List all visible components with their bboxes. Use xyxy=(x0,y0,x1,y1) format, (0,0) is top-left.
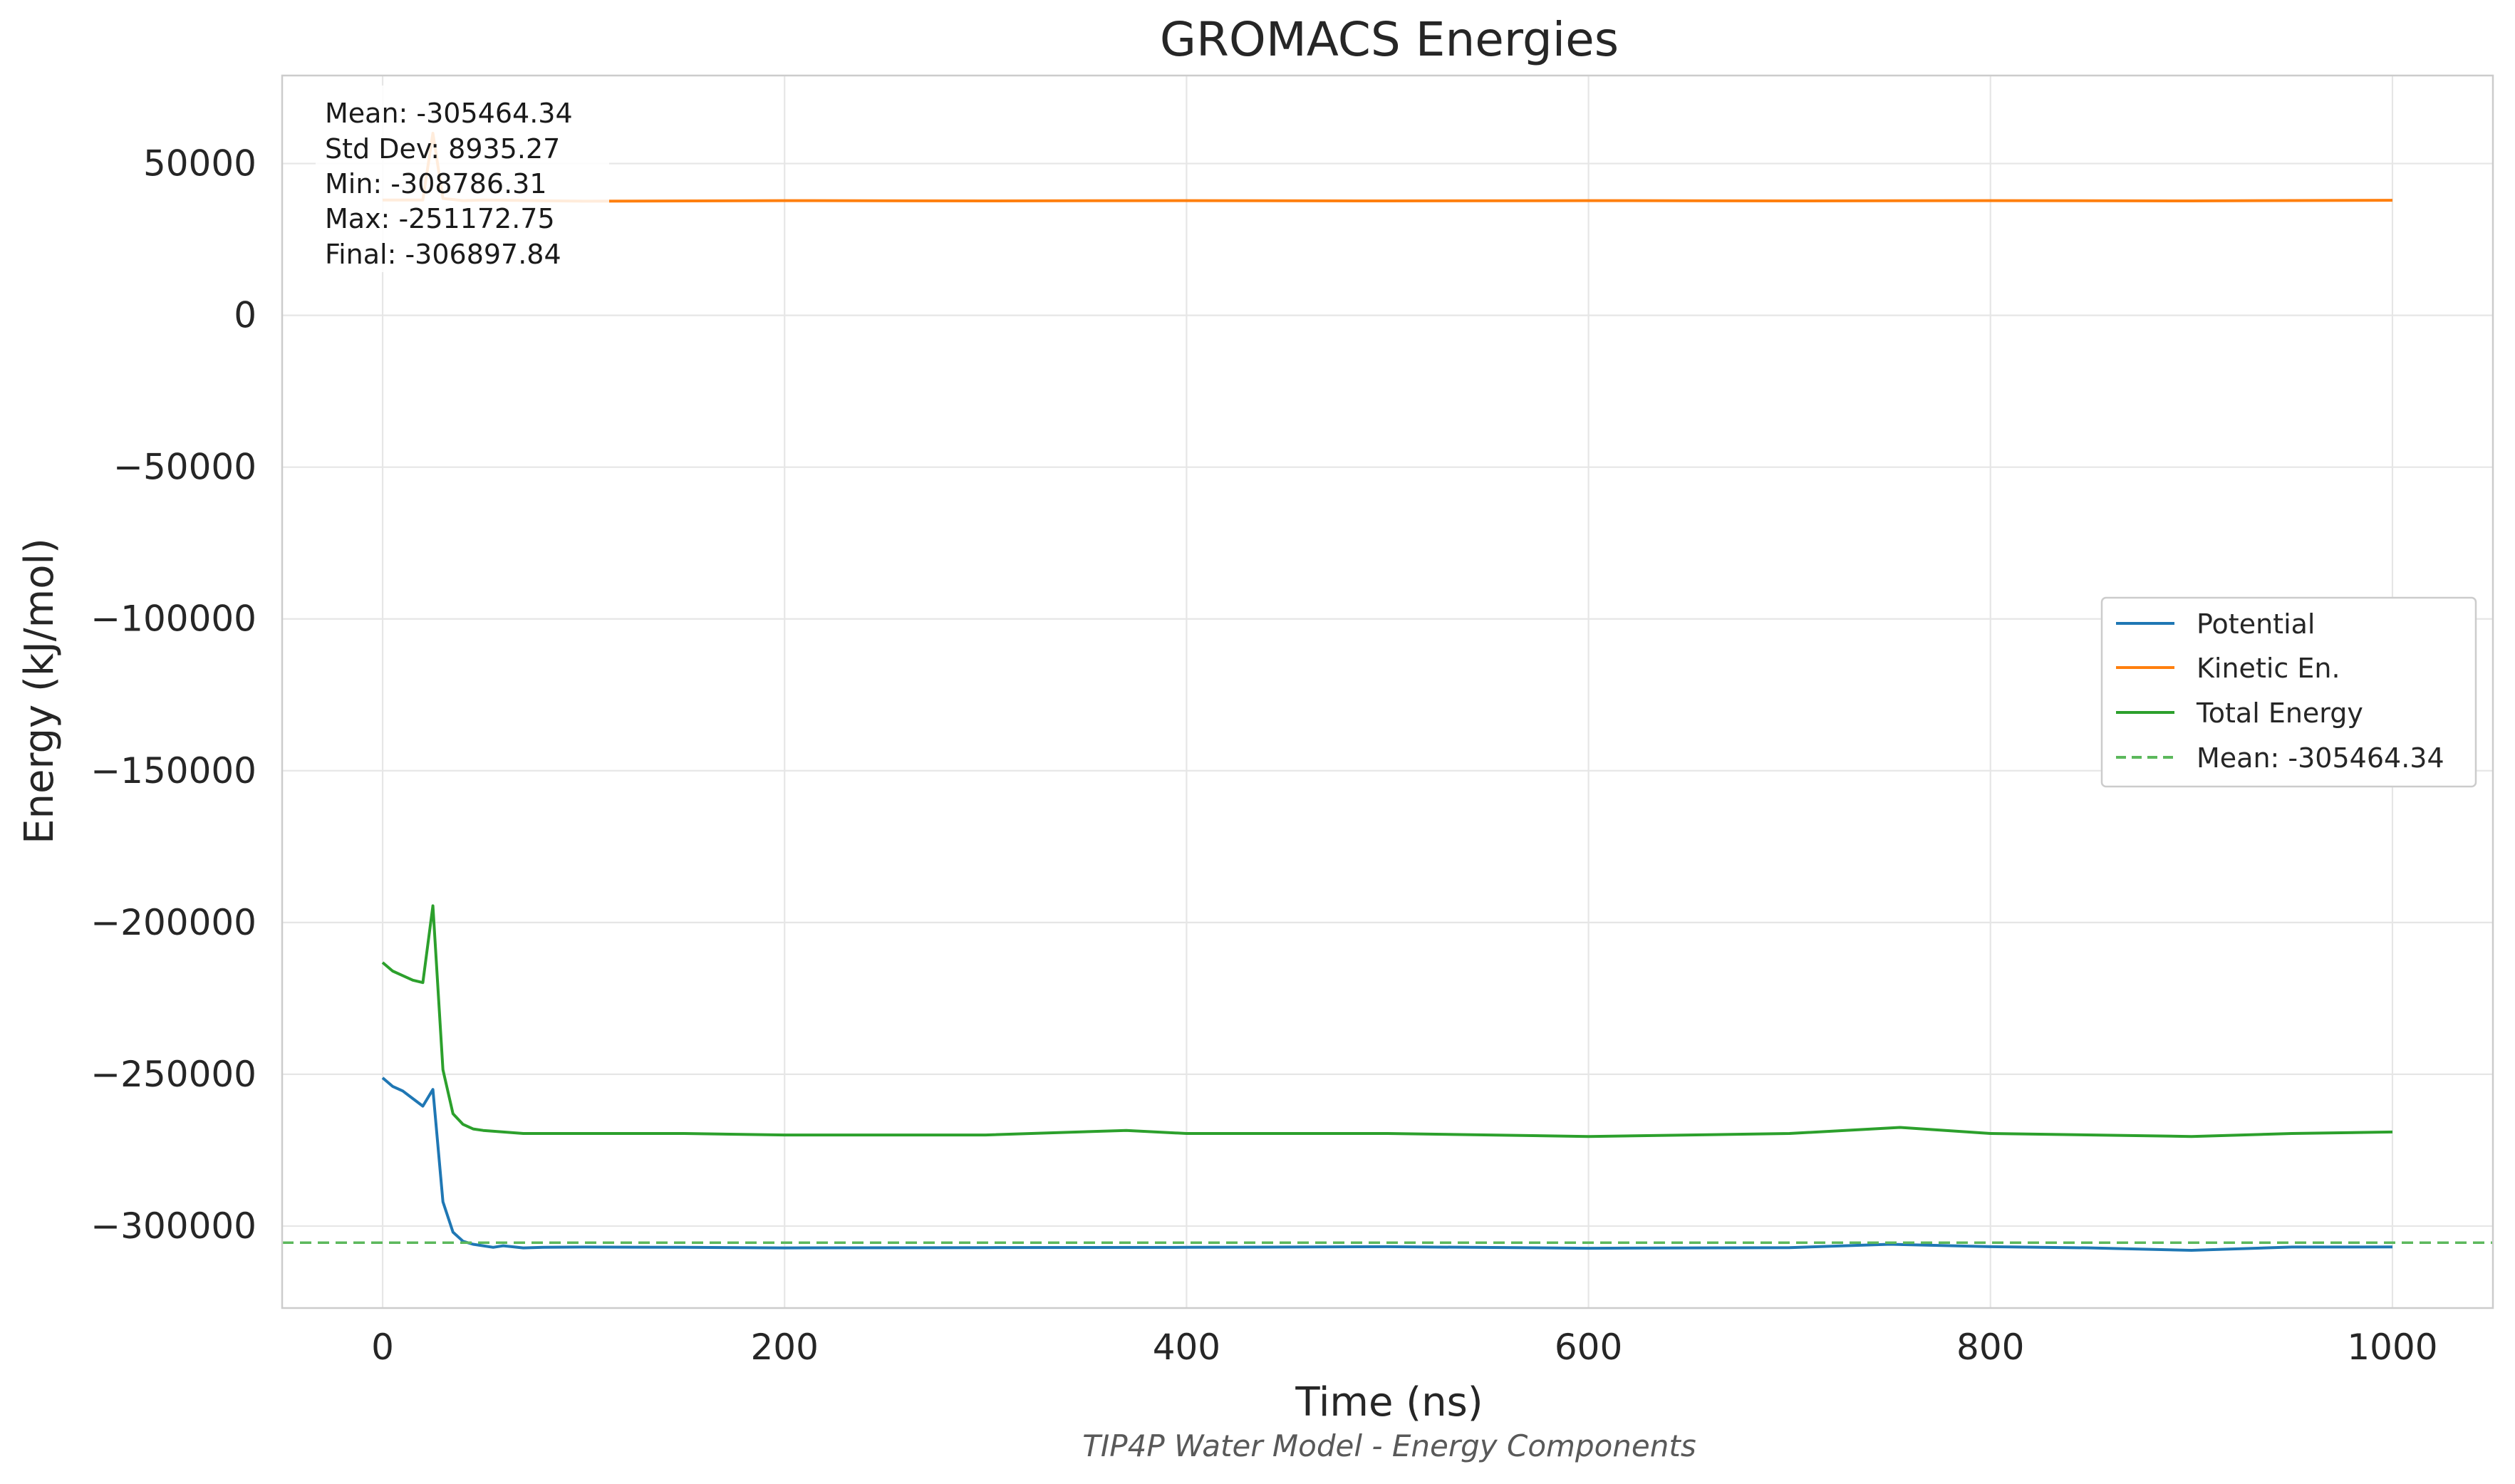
stats-final: Final: -306897.84 xyxy=(325,239,561,270)
series-total-energy xyxy=(381,904,2393,1138)
x-tick-label: 800 xyxy=(1956,1327,2024,1368)
legend: Potential Kinetic En. Total Energy Mean:… xyxy=(2100,596,2477,788)
x-tick-label: 600 xyxy=(1555,1327,1622,1368)
x-tick-label: 0 xyxy=(371,1327,394,1368)
tick-labels: 0 200 400 600 800 1000 50000 0 −50000 −100000 −150… xyxy=(90,143,2437,1368)
y-tick-label: −200000 xyxy=(90,902,256,943)
legend-label-potential: Potential xyxy=(2197,608,2315,640)
x-axis-label: Time (ns) xyxy=(1295,1379,1483,1426)
stats-std: Std Dev: 8935.27 xyxy=(325,133,560,165)
y-tick-label: −300000 xyxy=(90,1205,256,1247)
stats-min: Min: -308786.31 xyxy=(325,168,547,199)
legend-label-mean: Mean: -305464.34 xyxy=(2197,742,2444,774)
plot-frame xyxy=(281,74,2494,1309)
legend-label-total: Total Energy xyxy=(2196,697,2363,729)
y-tick-label: 0 xyxy=(234,295,256,336)
y-tick-label: −100000 xyxy=(90,598,256,640)
x-tick-label: 200 xyxy=(751,1327,819,1368)
y-tick-label: −250000 xyxy=(90,1054,256,1095)
legend-box xyxy=(2100,596,2477,788)
y-axis-label: Energy (kJ/mol) xyxy=(16,538,63,844)
y-tick-label: −150000 xyxy=(90,750,256,792)
stats-box: Mean: -305464.34 Std Dev: 8935.27 Min: -… xyxy=(316,85,609,272)
series-potential xyxy=(381,1076,2393,1252)
x-tick-label: 1000 xyxy=(2347,1327,2437,1368)
chart-subtitle: TIP4P Water Model - Energy Components xyxy=(1082,1428,1696,1463)
y-tick-label: 50000 xyxy=(143,143,256,185)
x-tick-label: 400 xyxy=(1153,1327,1220,1368)
chart-title: GROMACS Energies xyxy=(1160,12,1619,67)
legend-label-kinetic: Kinetic En. xyxy=(2197,653,2340,684)
stats-max: Max: -251172.75 xyxy=(325,203,555,234)
y-tick-label: −50000 xyxy=(113,447,256,488)
stats-mean: Mean: -305464.34 xyxy=(325,98,573,129)
